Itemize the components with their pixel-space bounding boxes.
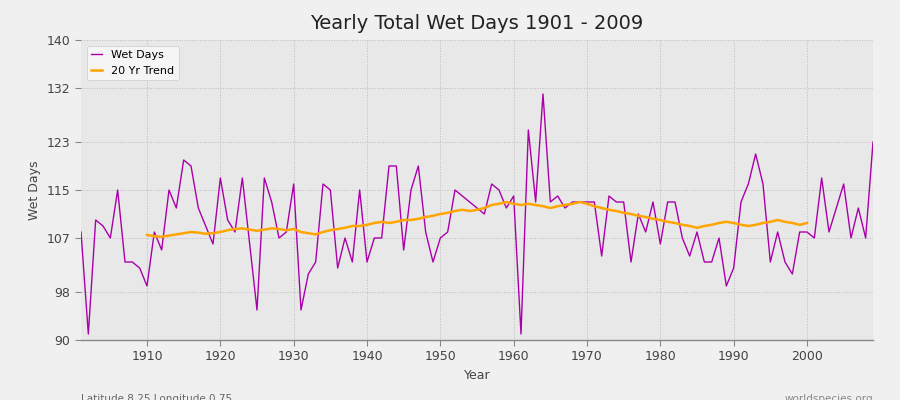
Line: Wet Days: Wet Days [81, 94, 873, 334]
Wet Days [537, 92, 548, 96]
20 Yr Trend [303, 231, 314, 236]
20 Yr Trend [501, 200, 512, 204]
Wet Days [346, 260, 357, 264]
20 Yr Trend [802, 221, 813, 226]
20 Yr Trend [141, 232, 152, 237]
Wet Days [516, 332, 526, 336]
20 Yr Trend [714, 221, 724, 226]
Wet Days [868, 140, 878, 144]
Legend: Wet Days, 20 Yr Trend: Wet Days, 20 Yr Trend [86, 46, 178, 80]
20 Yr Trend [230, 226, 240, 231]
Y-axis label: Wet Days: Wet Days [28, 160, 41, 220]
Title: Yearly Total Wet Days 1901 - 2009: Yearly Total Wet Days 1901 - 2009 [310, 14, 644, 33]
20 Yr Trend [157, 234, 167, 239]
Wet Days [83, 332, 94, 336]
Wet Days [508, 194, 519, 198]
20 Yr Trend [537, 204, 548, 209]
X-axis label: Year: Year [464, 369, 490, 382]
Wet Days [611, 200, 622, 204]
Text: worldspecies.org: worldspecies.org [785, 394, 873, 400]
Wet Days [76, 230, 86, 234]
Line: 20 Yr Trend: 20 Yr Trend [147, 202, 807, 237]
20 Yr Trend [318, 230, 328, 234]
Wet Days [141, 284, 152, 288]
Text: Latitude 8.25 Longitude 0.75: Latitude 8.25 Longitude 0.75 [81, 394, 232, 400]
Wet Days [303, 272, 314, 276]
20 Yr Trend [795, 222, 806, 227]
